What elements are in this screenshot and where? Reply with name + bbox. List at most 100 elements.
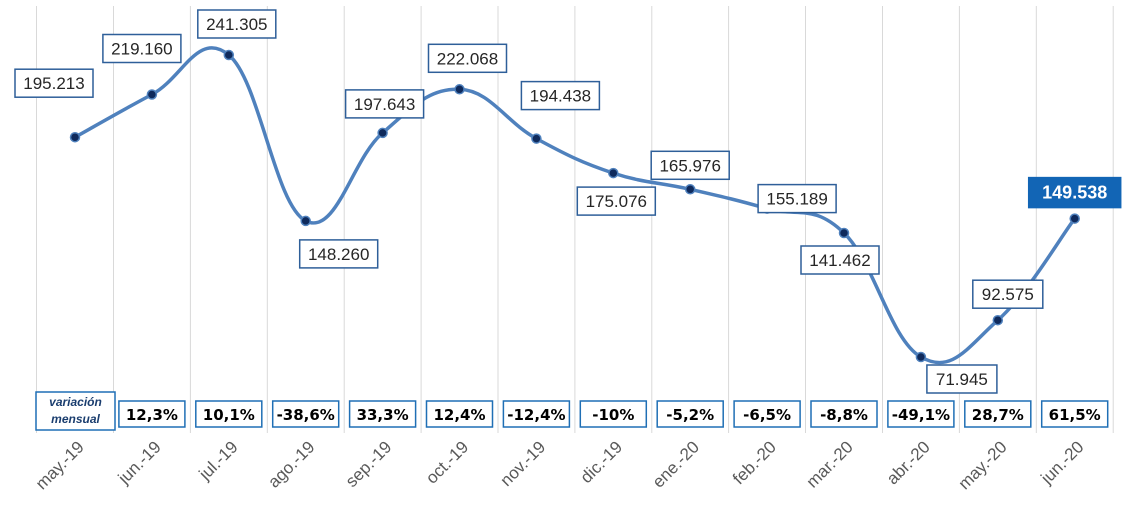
variation-caption-line2: mensual	[51, 412, 100, 426]
data-point	[1069, 213, 1080, 224]
data-label-text: 175.076	[586, 192, 647, 211]
variation-box	[733, 400, 801, 428]
data-point	[992, 314, 1004, 326]
variation-box	[656, 400, 724, 428]
variation-text: 61,5%	[1049, 406, 1101, 424]
data-label-text: 241.305	[206, 15, 267, 34]
data-label-text: 219.160	[111, 40, 172, 59]
variation-box	[579, 400, 648, 428]
data-point	[915, 351, 927, 363]
variation-caption-line1: variación	[49, 395, 102, 409]
data-label-text: 148.260	[308, 245, 369, 264]
data-label: 141.462	[800, 245, 880, 275]
x-tick-label: may.-19	[32, 437, 88, 493]
variation-cell: 12,4%	[425, 400, 494, 428]
data-label-box	[1027, 176, 1122, 209]
variation-box	[271, 400, 340, 428]
grid-lines	[36, 6, 1114, 433]
data-labels: 195.213 219.160 241.305 148.260 197.643 222.0…	[14, 9, 1122, 394]
data-label-box	[800, 245, 880, 275]
x-tick-label: ago.-19	[264, 437, 318, 491]
variation-box	[810, 400, 878, 428]
variation-text: -38,6%	[277, 406, 335, 424]
data-label-box	[576, 186, 657, 216]
x-tick-label: sep.-19	[342, 437, 396, 491]
data-label-text: 141.462	[809, 251, 870, 270]
data-label-box	[344, 89, 425, 119]
variation-cell: 61,5%	[1040, 400, 1109, 428]
data-point	[608, 167, 619, 179]
x-tick-label: abr.-20	[883, 437, 934, 488]
data-points	[69, 49, 1080, 363]
data-label-box	[757, 183, 837, 214]
data-point	[838, 227, 850, 239]
data-label-box	[972, 279, 1044, 309]
data-label-box	[298, 239, 379, 269]
data-label-text: 222.068	[437, 49, 498, 68]
variation-text: -10%	[592, 406, 634, 424]
data-label: 155.189	[757, 183, 837, 214]
data-label: 71.945	[926, 364, 998, 394]
data-point	[223, 49, 235, 61]
data-point	[531, 133, 542, 144]
variation-text: 10,1%	[203, 406, 255, 424]
variation-cell: 12,3%	[118, 400, 186, 428]
variation-cell: -8,8%	[810, 400, 878, 428]
variation-box	[502, 400, 571, 428]
data-label: 197.643	[344, 89, 425, 119]
data-label-text: 165.976	[659, 156, 720, 175]
data-label: 148.260	[298, 239, 379, 269]
variation-cell: -10%	[579, 400, 648, 428]
data-label-box	[650, 150, 730, 181]
x-tick-label: jul.-19	[195, 437, 242, 484]
variation-caption-box	[35, 391, 116, 431]
x-tick-label: jun.-19	[114, 437, 165, 488]
variation-cell: 33,3%	[348, 400, 417, 428]
data-label-text: 149.538	[1042, 183, 1107, 203]
variation-box	[964, 400, 1032, 428]
data-point	[684, 184, 696, 195]
x-tick-label: nov.-19	[497, 437, 550, 490]
x-tick-label: ene.-20	[649, 437, 703, 491]
variation-text: -49,1%	[892, 406, 950, 424]
data-label: 92.575	[972, 279, 1044, 309]
x-axis-tick-labels: may.-19 jun.-19 jul.-19 ago.-19 sep.-19 oct.-…	[32, 437, 1088, 493]
variation-text: 28,7%	[972, 406, 1024, 424]
data-label: 149.538	[1027, 176, 1122, 209]
data-label-text: 195.213	[23, 74, 84, 93]
x-tick-label: dic.-19	[577, 437, 627, 487]
data-label-text: 155.189	[766, 190, 827, 209]
variation-cell: 28,7%	[964, 400, 1032, 428]
data-point	[454, 84, 465, 95]
variation-text: 12,4%	[433, 406, 485, 424]
variation-cell: -49,1%	[887, 400, 955, 428]
variation-text: 12,3%	[126, 406, 178, 424]
variation-box	[118, 400, 186, 428]
variation-cell: -38,6%	[271, 400, 340, 428]
data-label: 241.305	[197, 9, 277, 39]
variation-box	[348, 400, 417, 428]
variation-box	[1040, 400, 1109, 428]
data-label: 219.160	[102, 33, 182, 64]
variation-box	[425, 400, 494, 428]
data-label: 175.076	[576, 186, 657, 216]
data-label-text: 71.945	[936, 370, 988, 389]
data-point	[69, 131, 81, 143]
data-label: 165.976	[650, 150, 730, 181]
data-label: 195.213	[14, 68, 94, 98]
variation-row: variación mensual 12,3% 10,1% -38,6% 33,3% 1…	[35, 391, 1109, 431]
x-tick-label: feb.-20	[729, 437, 780, 488]
x-tick-label: jun.-20	[1037, 437, 1088, 488]
data-label-box	[427, 43, 508, 74]
x-tick-label: mar.-20	[803, 437, 857, 491]
variation-cell: -12,4%	[502, 400, 571, 428]
x-tick-label: oct.-19	[422, 437, 472, 487]
variation-cell: 10,1%	[195, 400, 263, 428]
data-label: 194.438	[520, 80, 601, 111]
variation-box	[887, 400, 955, 428]
data-label-text: 197.643	[354, 95, 415, 114]
x-tick-label: may.-20	[955, 437, 1011, 493]
variation-text: -8,8%	[820, 406, 868, 424]
variation-text: -12,4%	[507, 406, 565, 424]
